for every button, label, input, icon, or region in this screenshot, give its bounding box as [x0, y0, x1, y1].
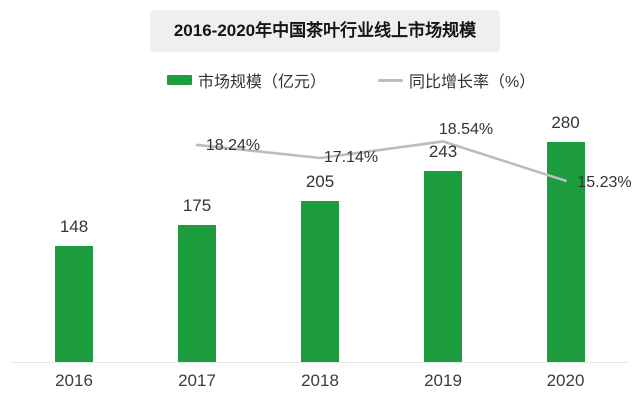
bar-value-label-2020: 280: [551, 113, 580, 132]
bar-value-label-2018: 205: [305, 171, 335, 191]
bar-value-label-2016: 148: [59, 216, 89, 236]
chart-title: 2016-2020年中国茶叶行业线上市场规模: [149, 10, 501, 52]
growth-rate-label-2018: 17.14%: [323, 149, 379, 166]
bar-2018: [301, 200, 339, 362]
x-axis-label-2020: 2020: [546, 371, 585, 390]
x-axis-label-2017: 2017: [178, 371, 216, 390]
bar-value-label-2019: 243: [428, 142, 458, 162]
legend-item-growth-rate[interactable]: 同比增长率（%）: [378, 68, 535, 92]
x-axis-line: [10, 362, 628, 363]
bar-value-label-2017: 175: [182, 195, 212, 215]
bar-2016: [55, 245, 93, 362]
bar-2017: [178, 224, 216, 362]
growth-rate-label-2017: 18.24%: [205, 136, 261, 154]
legend-item-market-size[interactable]: 市场规模（亿元）: [167, 68, 326, 92]
legend-label-market-size: 市场规模（亿元）: [198, 74, 327, 91]
growth-rate-label-2020: 15.23%: [577, 173, 632, 191]
bar-series-swatch-icon: [167, 75, 192, 85]
legend: 市场规模（亿元） 同比增长率（%）: [167, 68, 535, 92]
growth-rate-label-2019: 18.54%: [438, 121, 494, 139]
bar-2019: [424, 171, 462, 362]
line-series-swatch-icon: [378, 78, 404, 82]
x-axis-label-2019: 2019: [424, 371, 462, 390]
x-axis-label-2016: 2016: [55, 371, 93, 390]
x-axis-label-2018: 2018: [301, 371, 339, 390]
legend-label-growth-rate: 同比增长率（%）: [409, 74, 536, 91]
